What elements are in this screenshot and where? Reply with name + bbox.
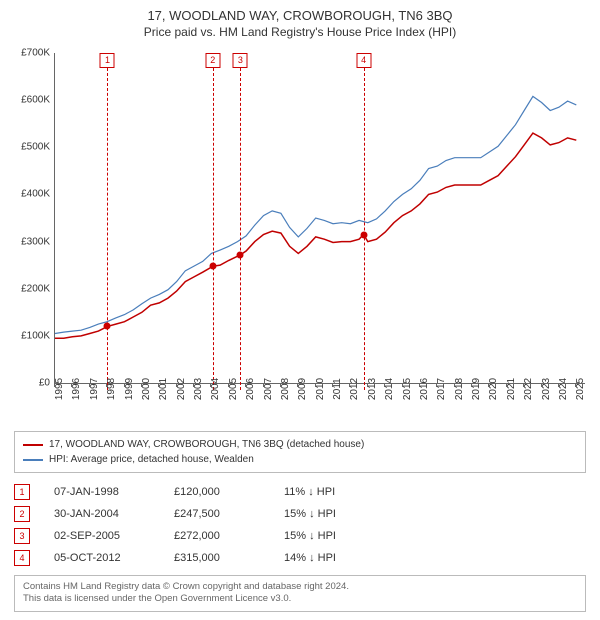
chart-lines [55, 53, 585, 383]
legend-swatch [23, 459, 43, 461]
title-subtitle: Price paid vs. HM Land Registry's House … [8, 25, 592, 39]
sale-row: 2 30-JAN-2004£247,50015% ↓ HPI [14, 503, 586, 525]
y-axis-label: £300K [8, 236, 50, 247]
sale-index-box: 4 [14, 550, 30, 566]
legend-item: HPI: Average price, detached house, Weal… [23, 452, 577, 467]
sale-price: £120,000 [174, 486, 284, 498]
legend: 17, WOODLAND WAY, CROWBOROUGH, TN6 3BQ (… [14, 431, 586, 473]
sale-row: 3 02-SEP-2005£272,00015% ↓ HPI [14, 525, 586, 547]
sale-index-box: 3 [14, 528, 30, 544]
sale-marker-box: 1 [100, 53, 115, 68]
title-address: 17, WOODLAND WAY, CROWBOROUGH, TN6 3BQ [8, 8, 592, 23]
sale-marker-line [213, 68, 214, 390]
sale-index-box: 1 [14, 484, 30, 500]
sale-date: 02-SEP-2005 [54, 530, 174, 542]
y-axis-label: £400K [8, 189, 50, 200]
footer-line1: Contains HM Land Registry data © Crown c… [23, 581, 577, 593]
sale-marker-box: 4 [356, 53, 371, 68]
legend-label: 17, WOODLAND WAY, CROWBOROUGH, TN6 3BQ (… [49, 437, 364, 452]
series-property [55, 133, 576, 338]
sale-index-box: 2 [14, 506, 30, 522]
sale-date: 30-JAN-2004 [54, 508, 174, 520]
sale-marker-box: 2 [205, 53, 220, 68]
sale-hpi-diff: 15% ↓ HPI [284, 530, 404, 542]
sale-price: £247,500 [174, 508, 284, 520]
sale-row: 1 07-JAN-1998£120,00011% ↓ HPI [14, 481, 586, 503]
y-axis-label: £200K [8, 283, 50, 294]
sale-dot [209, 263, 216, 270]
sale-price: £315,000 [174, 552, 284, 564]
sale-marker-line [107, 68, 108, 390]
sale-marker-box: 3 [233, 53, 248, 68]
y-axis-label: £600K [8, 95, 50, 106]
sale-dot [104, 323, 111, 330]
legend-item: 17, WOODLAND WAY, CROWBOROUGH, TN6 3BQ (… [23, 437, 577, 452]
sale-dot [237, 251, 244, 258]
sale-date: 05-OCT-2012 [54, 552, 174, 564]
series-hpi [55, 96, 576, 333]
y-axis-label: £700K [8, 48, 50, 59]
y-axis-label: £100K [8, 330, 50, 341]
sale-hpi-diff: 15% ↓ HPI [284, 508, 404, 520]
sale-price: £272,000 [174, 530, 284, 542]
legend-label: HPI: Average price, detached house, Weal… [49, 452, 254, 467]
price-chart: 1 23 4 £0 £100K £200K £300K £400K £500K £600K £70… [8, 45, 590, 425]
plot-area: 1 23 4 [54, 53, 585, 384]
sales-table: 1 07-JAN-1998£120,00011% ↓ HPI 2 30-JAN-200… [14, 481, 586, 569]
sale-row: 4 05-OCT-2012£315,00014% ↓ HPI [14, 547, 586, 569]
sale-marker-line [364, 68, 365, 390]
footer-line2: This data is licensed under the Open Gov… [23, 593, 577, 605]
legend-swatch [23, 444, 43, 446]
sale-hpi-diff: 11% ↓ HPI [284, 486, 404, 498]
sale-dot [360, 231, 367, 238]
sale-hpi-diff: 14% ↓ HPI [284, 552, 404, 564]
y-axis-label: £0 [8, 378, 50, 389]
footer-attribution: Contains HM Land Registry data © Crown c… [14, 575, 586, 612]
x-axis-label: 2025 [575, 378, 600, 400]
sale-date: 07-JAN-1998 [54, 486, 174, 498]
sale-marker-line [240, 68, 241, 390]
y-axis-label: £500K [8, 142, 50, 153]
